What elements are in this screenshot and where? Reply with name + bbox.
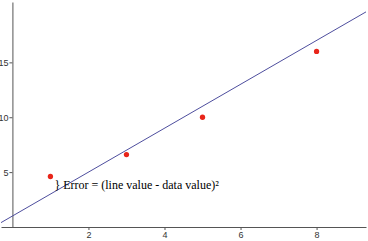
y-axis: 5 10 15	[0, 3, 13, 228]
y-tick-label: 15	[0, 58, 8, 68]
x-axis: 2 4 6 8	[2, 227, 367, 240]
data-point	[200, 115, 205, 120]
x-tick: 4	[162, 227, 167, 240]
y-tick: 10	[0, 113, 12, 123]
x-tick: 2	[86, 227, 91, 240]
fit-line	[1, 12, 366, 223]
data-point	[48, 174, 53, 179]
data-point	[124, 152, 129, 157]
data-point	[314, 49, 319, 54]
x-tick-label: 2	[86, 230, 91, 240]
x-tick-label: 8	[315, 230, 320, 240]
x-axis-line	[2, 227, 367, 228]
y-tick-label: 10	[0, 113, 8, 123]
x-tick: 8	[315, 227, 320, 240]
annotation: } Error = (line value - data value)²	[54, 178, 219, 192]
y-tick: 15	[0, 58, 12, 68]
y-axis-line	[12, 3, 13, 228]
y-tick-label: 5	[3, 168, 8, 178]
chart: 2 4 6 8 5 10 15 } Error = (line value - data va…	[0, 0, 368, 241]
plot-area	[1, 12, 366, 223]
y-tick-mark	[9, 62, 12, 63]
x-tick-label: 6	[239, 230, 244, 240]
y-tick: 5	[3, 168, 12, 178]
x-tick: 6	[239, 227, 244, 240]
y-tick-mark	[9, 172, 12, 173]
x-tick-label: 4	[162, 230, 167, 240]
y-tick-mark	[9, 117, 12, 118]
